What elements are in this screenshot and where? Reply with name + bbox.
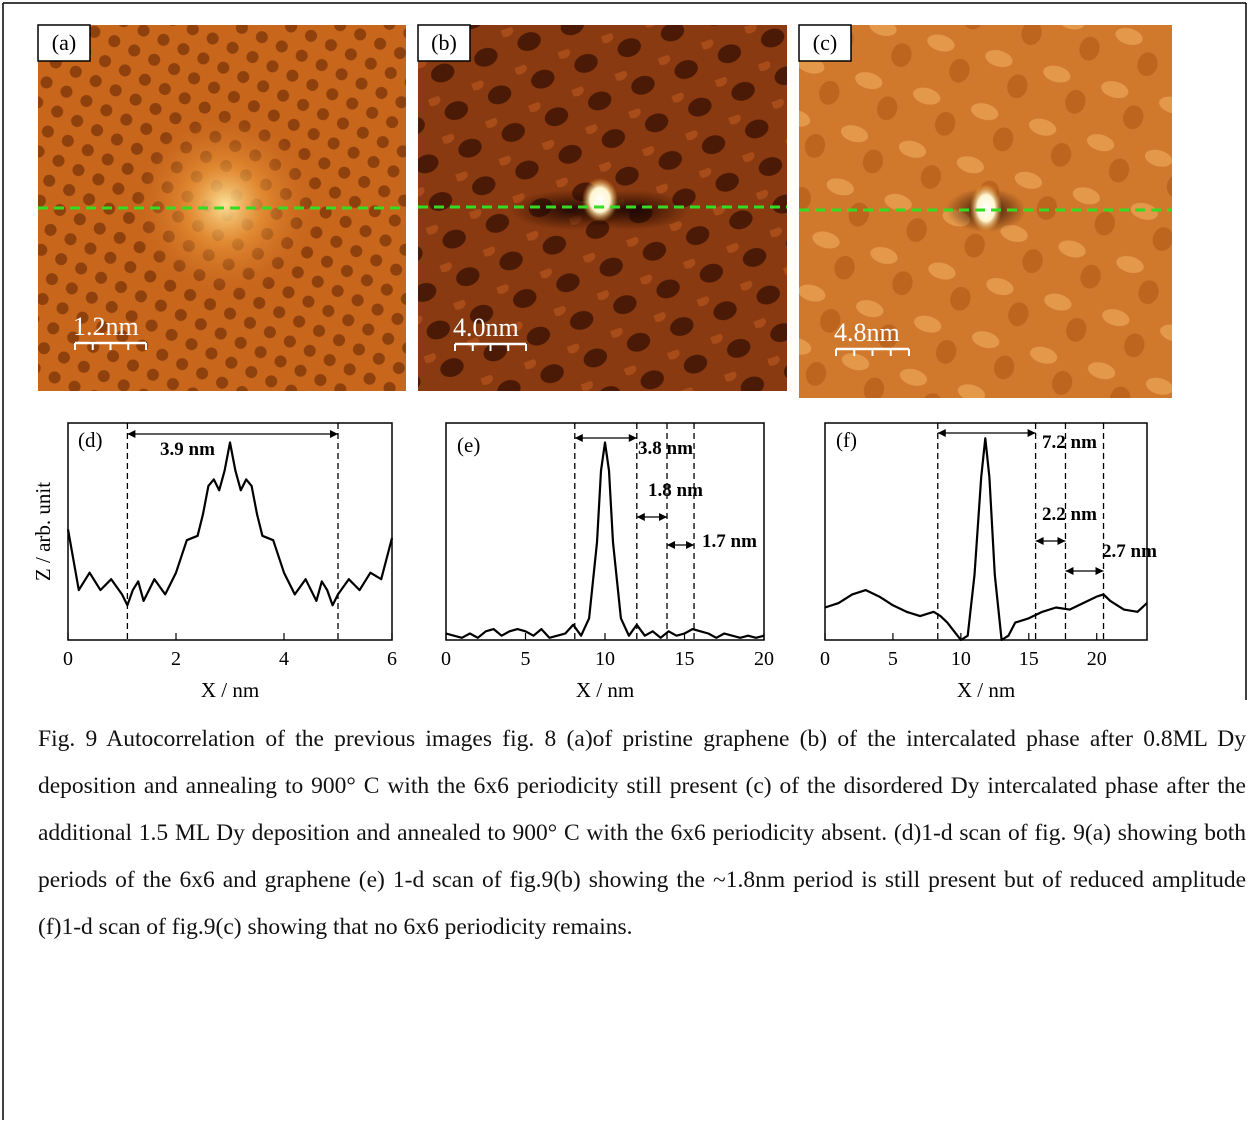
x-axis-label: X / nm (576, 678, 634, 702)
annotation: 1.8 nm (648, 480, 703, 501)
x-tick-label: 0 (820, 648, 830, 670)
x-tick-label: 6 (387, 648, 397, 670)
y-axis-label: Z / arb. unit (31, 482, 55, 581)
panel-label: (a) (52, 30, 76, 55)
x-tick-label: 5 (888, 648, 898, 670)
profile-curve (445, 441, 765, 639)
annotation: 2.7 nm (1102, 541, 1157, 562)
stm-image (799, 25, 1172, 398)
x-tick-label: 5 (521, 648, 531, 670)
x-tick-label: 0 (441, 648, 451, 670)
arrow-head (1035, 537, 1066, 545)
x-tick-label: 15 (1019, 648, 1039, 670)
profile-curve (66, 441, 394, 607)
stm-image (418, 25, 787, 391)
stm-image (38, 25, 406, 391)
panel-label: (f) (836, 428, 857, 452)
panel-label-box (37, 24, 91, 62)
x-tick-label: 4 (279, 648, 289, 670)
plot-frame (824, 422, 1148, 641)
panel-label-box (417, 24, 471, 62)
x-tick-label: 15 (675, 648, 695, 670)
x-tick-label: 0 (63, 648, 73, 670)
panel-label-box (798, 24, 852, 62)
annotation: 3.9 nm (160, 439, 215, 460)
x-axis-label: X / nm (957, 678, 1015, 702)
caption: Fig. 9 Autocorrelation of the previous i… (38, 726, 1246, 940)
arrow-head (636, 513, 668, 521)
x-tick-label: 10 (595, 648, 615, 670)
panel-label: (d) (78, 428, 103, 452)
scale-bar-label: 4.8nm (834, 318, 900, 347)
annotation: 2.2 nm (1042, 504, 1097, 525)
scale-bar-label: 4.0nm (453, 313, 519, 342)
arrow-head (1065, 567, 1104, 575)
annotation: 1.7 nm (702, 531, 757, 552)
x-tick-label: 20 (1087, 648, 1107, 670)
annotation: 7.2 nm (1042, 432, 1097, 453)
annotation: 3.8 nm (638, 438, 693, 459)
profile-curve (824, 437, 1148, 642)
panel-label: (b) (431, 30, 457, 55)
x-tick-label: 2 (171, 648, 181, 670)
panel-label: (e) (457, 433, 480, 457)
x-axis-label: X / nm (201, 678, 259, 702)
x-tick-label: 20 (754, 648, 774, 670)
plot-frame (67, 422, 393, 641)
scale-bar-label: 1.2nm (73, 312, 139, 341)
x-tick-label: 10 (951, 648, 971, 670)
panel-label: (c) (813, 30, 837, 55)
arrow-head (667, 541, 695, 549)
